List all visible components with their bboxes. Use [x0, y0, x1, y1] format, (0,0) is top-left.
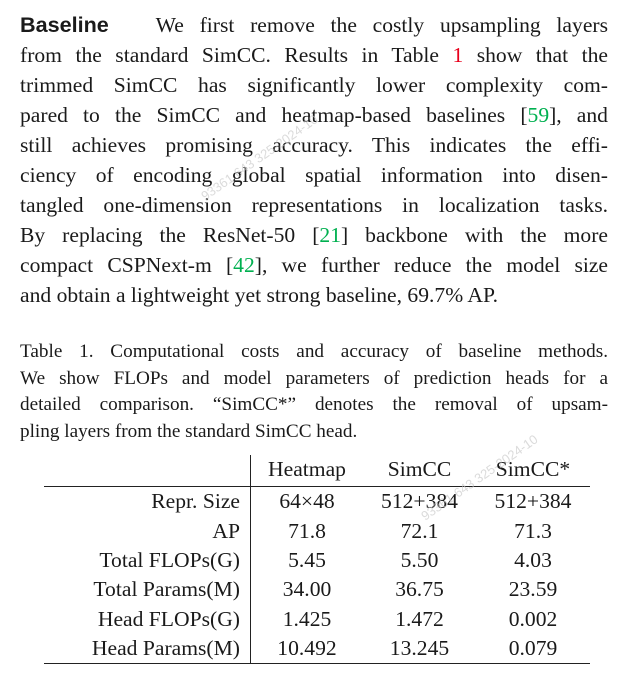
paragraph-line: compact CSPNext-m [42], we further reduc… [20, 250, 608, 280]
table-row: Repr. Size 64×48 512+384 512+384 [44, 486, 590, 517]
table-cell: 13.245 [363, 633, 476, 665]
line-text: trimmed SimCC has significantly lower co… [20, 73, 608, 97]
table-cell: 34.00 [282, 577, 332, 602]
paragraph-line: ciency of encoding global spatial inform… [20, 160, 608, 190]
caption-line: pling layers from the standard SimCC hea… [20, 420, 358, 442]
line-text: ] backbone with the more [340, 223, 608, 247]
table-cell: 71.8 [288, 518, 326, 543]
table-cell: 0.002 [508, 606, 558, 631]
caption-line: detailed comparison. “SimCC*” denotes th… [20, 394, 608, 415]
line-text: tangled one-dimension representations in… [20, 193, 608, 217]
paragraph-line: pared to the SimCC and heatmap-based bas… [20, 100, 608, 130]
header-cell: SimCC [363, 455, 476, 488]
line-text: pared to the SimCC and heatmap-based bas… [20, 103, 528, 127]
header-cell: SimCC* [476, 455, 590, 488]
table-row: Head FLOPs(G) 1.425 1.472 0.002 [44, 604, 590, 634]
line-text: still achieves promising accuracy. This … [20, 133, 608, 157]
paragraph-line: trimmed SimCC has significantly lower co… [20, 70, 608, 100]
citation-link[interactable]: 21 [319, 223, 341, 247]
table-cell: 512+384 [381, 489, 458, 514]
row-label: Head FLOPs(G) [44, 604, 251, 634]
table-row: Head Params(M) 10.492 13.245 0.079 [44, 633, 590, 665]
line-text: ], and [549, 103, 608, 127]
baseline-paragraph: Baseline We first remove the costly upsa… [20, 10, 608, 310]
line-text: ciency of encoding global spatial inform… [20, 163, 608, 187]
table-caption: Table 1. Computational costs and accurac… [20, 339, 608, 445]
line-text: compact CSPNext-m [ [20, 253, 234, 277]
paragraph-line: from the standard SimCC. Results in Tabl… [20, 40, 608, 70]
paragraph-line: and obtain a lightweight yet strong base… [20, 280, 608, 310]
caption-line: We show FLOPs and model parameters of pr… [20, 367, 608, 389]
paragraph-line: By replacing the ResNet-50 [21] backbone… [20, 220, 608, 250]
line-text: ], we further reduce the model size [254, 253, 609, 277]
row-label: Total Params(M) [44, 575, 251, 605]
header-cell [44, 455, 251, 488]
table-header-row: Heatmap SimCC SimCC* [44, 455, 590, 488]
table-cell: 0.079 [476, 633, 590, 665]
table-cell: 1.425 [282, 606, 332, 631]
paragraph-line: Baseline We first remove the costly upsa… [20, 10, 608, 40]
table-cell: 23.59 [508, 577, 558, 602]
table-cell: 1.472 [395, 606, 444, 631]
table-cell: 36.75 [395, 577, 444, 602]
citation-link[interactable]: 59 [527, 103, 550, 127]
paragraph-line: tangled one-dimension representations in… [20, 190, 608, 220]
table-cell: 512+384 [494, 489, 572, 514]
row-label: Head Params(M) [44, 633, 251, 665]
row-label: Repr. Size [44, 486, 251, 517]
row-label: Total FLOPs(G) [44, 545, 251, 576]
caption-line: Table 1. Computational costs and accurac… [20, 341, 608, 362]
paragraph-line: still achieves promising accuracy. This … [20, 130, 608, 160]
results-table: Heatmap SimCC SimCC* Repr. Size 64×48 51… [44, 455, 590, 665]
citation-link[interactable]: 42 [233, 253, 255, 277]
table-cell: 5.50 [400, 548, 439, 573]
table-row: Total Params(M) 34.00 36.75 23.59 [44, 575, 590, 605]
line-text: show that the [463, 43, 608, 67]
table-cell: 10.492 [250, 633, 363, 665]
line-text: and obtain a lightweight yet strong base… [20, 283, 498, 307]
table-cell: 4.03 [514, 548, 552, 573]
line-text: By replacing the ResNet-50 [ [20, 223, 320, 247]
table-reference-link[interactable]: 1 [452, 43, 464, 67]
paragraph-heading: Baseline [20, 12, 109, 37]
line-text: from the standard SimCC. Results in Tabl… [20, 43, 453, 67]
table-cell: 64×48 [279, 489, 335, 514]
table-row: Total FLOPs(G) 5.45 5.50 4.03 [44, 545, 590, 576]
table-cell: 71.3 [514, 518, 552, 543]
row-label: AP [44, 516, 251, 546]
line-text: We first remove the costly upsampling la… [155, 13, 608, 37]
table-cell: 5.45 [288, 548, 326, 573]
header-cell: Heatmap [250, 455, 363, 488]
table-row: AP 71.8 72.1 71.3 [44, 516, 590, 546]
table-cell: 72.1 [400, 518, 439, 543]
